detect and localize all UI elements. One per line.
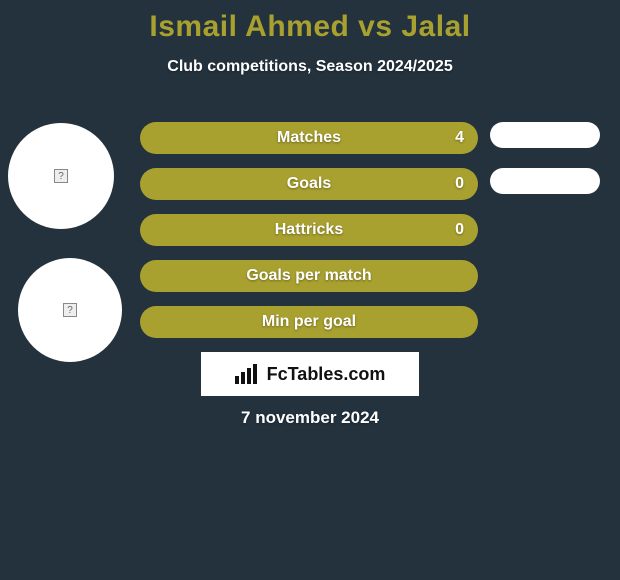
- player-avatar-1: ?: [8, 123, 114, 229]
- opponent-pill-goals: [490, 168, 600, 194]
- image-placeholder-icon: ?: [63, 303, 77, 317]
- opponent-pill-matches: [490, 122, 600, 148]
- stat-label: Hattricks: [275, 221, 343, 239]
- comparison-card: Ismail Ahmed vs Jalal Club competitions,…: [0, 0, 620, 580]
- stat-value: 0: [455, 221, 464, 239]
- bars-icon: [235, 364, 261, 384]
- stat-label: Min per goal: [262, 313, 356, 331]
- stat-value: 4: [455, 129, 464, 147]
- player-avatar-2: ?: [18, 258, 122, 362]
- stat-label: Goals: [287, 175, 331, 193]
- subtitle: Club competitions, Season 2024/2025: [0, 58, 620, 76]
- stat-bars: Matches 4 Goals 0 Hattricks 0 Goals per …: [140, 122, 478, 352]
- logo-text: FcTables.com: [267, 364, 386, 385]
- stat-label: Goals per match: [246, 267, 371, 285]
- stat-bar-goals-per-match: Goals per match: [140, 260, 478, 292]
- page-title: Ismail Ahmed vs Jalal: [0, 0, 620, 44]
- stat-bar-matches: Matches 4: [140, 122, 478, 154]
- stat-bar-goals: Goals 0: [140, 168, 478, 200]
- opponent-pills: [490, 122, 600, 214]
- snapshot-date: 7 november 2024: [0, 408, 620, 428]
- image-placeholder-icon: ?: [54, 169, 68, 183]
- stat-bar-min-per-goal: Min per goal: [140, 306, 478, 338]
- fctables-logo: FcTables.com: [201, 352, 419, 396]
- stat-bar-hattricks: Hattricks 0: [140, 214, 478, 246]
- stat-label: Matches: [277, 129, 341, 147]
- stat-value: 0: [455, 175, 464, 193]
